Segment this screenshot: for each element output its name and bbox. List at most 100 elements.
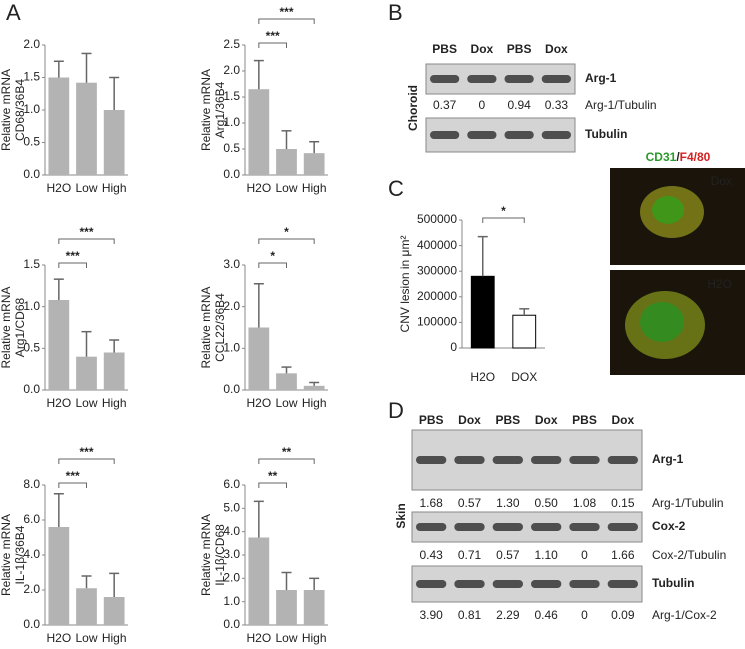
error-bar xyxy=(477,235,488,277)
significance-label: *** xyxy=(279,5,293,19)
x-tick-label: DOX xyxy=(511,370,537,384)
ratio-value: 1.08 xyxy=(573,496,597,510)
blot-band xyxy=(531,580,562,588)
ratio-label: Arg-1/Cox-2 xyxy=(652,608,717,622)
y-tick-label: 3.0 xyxy=(223,547,240,561)
significance-label: * xyxy=(270,249,275,263)
x-tick-label: H2O xyxy=(46,181,71,195)
error-bar xyxy=(253,283,264,328)
blot xyxy=(411,565,643,603)
blot-band xyxy=(467,131,497,139)
ratio-value: 0.94 xyxy=(507,98,531,112)
x-tick-label: H2O xyxy=(46,631,71,645)
x-tick-label: Low xyxy=(275,631,297,645)
significance-label: *** xyxy=(66,469,80,483)
error-bar xyxy=(309,140,320,154)
ratio-label: Arg-1/Tubulin xyxy=(585,98,657,112)
blot-band xyxy=(492,456,523,464)
y-tick-label: 300000 xyxy=(417,263,457,277)
error-bar xyxy=(309,577,320,590)
y-tick-label: 6.0 xyxy=(23,512,40,526)
y-tick-label: 1.5 xyxy=(23,257,40,271)
y-tick-label: 2.5 xyxy=(223,37,240,51)
significance-bracket xyxy=(258,458,315,464)
ratio-value: 0 xyxy=(581,608,588,622)
blot-band xyxy=(430,131,460,139)
significance-label: ** xyxy=(268,469,278,483)
significance-label: ** xyxy=(282,445,292,459)
blot-band xyxy=(504,75,534,83)
ratio-value: 1.10 xyxy=(534,548,558,562)
blot xyxy=(411,429,643,491)
ratio-value: 0.43 xyxy=(419,548,443,562)
y-tick-label: 400000 xyxy=(417,238,457,252)
error-bar xyxy=(281,366,292,374)
bar xyxy=(303,153,325,175)
error-bar xyxy=(253,500,264,538)
significance-label: *** xyxy=(266,29,280,43)
blot-band xyxy=(531,456,562,464)
bar xyxy=(48,300,70,390)
ratio-value: 0.50 xyxy=(534,496,558,510)
x-tick-label: Low xyxy=(75,396,97,410)
y-tick-label: 1.0 xyxy=(223,115,240,129)
y-tick-label: 2.0 xyxy=(223,571,240,585)
significance-bracket xyxy=(58,482,87,488)
blot-band xyxy=(416,456,447,464)
ratio-value: 0 xyxy=(479,98,486,112)
bar xyxy=(76,588,97,625)
error-bar xyxy=(281,130,292,149)
blot-band xyxy=(492,523,523,531)
error-bar xyxy=(53,493,64,527)
blot xyxy=(411,511,643,543)
blot-band xyxy=(569,456,600,464)
ratio-value: 0.37 xyxy=(433,98,457,112)
ratio-value: 1.68 xyxy=(419,496,443,510)
blot-band xyxy=(541,75,571,83)
bar xyxy=(470,275,495,349)
ratio-value: 0.57 xyxy=(458,496,482,510)
ratio-value: 0 xyxy=(581,548,588,562)
y-axis-label: Relative mRNA xyxy=(199,514,213,596)
bar xyxy=(248,537,270,625)
y-tick-label: 4.0 xyxy=(223,524,240,538)
y-axis-label: Relative mRNA xyxy=(0,514,13,596)
lane-label: PBS xyxy=(495,413,520,427)
y-axis-label: CNV lesion in μm² xyxy=(398,236,412,333)
significance-label: * xyxy=(501,204,506,218)
blot-band xyxy=(569,523,600,531)
y-tick-label: 0.0 xyxy=(23,167,40,181)
bar xyxy=(103,352,125,390)
ratio-value: 0.46 xyxy=(534,608,558,622)
y-tick-label: 4.0 xyxy=(23,547,40,561)
micrograph-signal xyxy=(652,196,684,224)
y-tick-label: 1.0 xyxy=(23,299,40,313)
tissue-label: Choroid xyxy=(406,85,420,131)
significance-bracket xyxy=(58,262,87,268)
stain-label: CD31/F4/80 xyxy=(646,150,711,164)
y-axis-label: Relative mRNA xyxy=(199,69,213,151)
x-tick-label: H2O xyxy=(46,396,71,410)
bar xyxy=(248,89,270,175)
image-label: Dox xyxy=(711,174,732,188)
y-tick-label: 0.0 xyxy=(23,382,40,396)
blot-band xyxy=(504,131,534,139)
error-bar xyxy=(253,59,264,90)
y-axis-label: Arg1/36B4 xyxy=(213,81,227,138)
y-tick-label: 0.5 xyxy=(23,135,40,149)
error-bar xyxy=(81,52,92,83)
error-bar xyxy=(309,381,320,386)
ratio-value: 0.81 xyxy=(458,608,482,622)
tissue-label: Skin xyxy=(394,503,408,528)
y-axis-label: CD68/36B4 xyxy=(13,79,27,141)
bar xyxy=(103,597,125,625)
error-bar xyxy=(53,60,64,78)
bar xyxy=(276,373,297,390)
panel-label: C xyxy=(388,176,404,201)
bar xyxy=(103,110,125,175)
blot-band xyxy=(467,75,497,83)
ratio-value: 0.71 xyxy=(458,548,482,562)
y-tick-label: 2.0 xyxy=(23,37,40,51)
bar xyxy=(248,327,270,390)
x-tick-label: Low xyxy=(275,396,297,410)
